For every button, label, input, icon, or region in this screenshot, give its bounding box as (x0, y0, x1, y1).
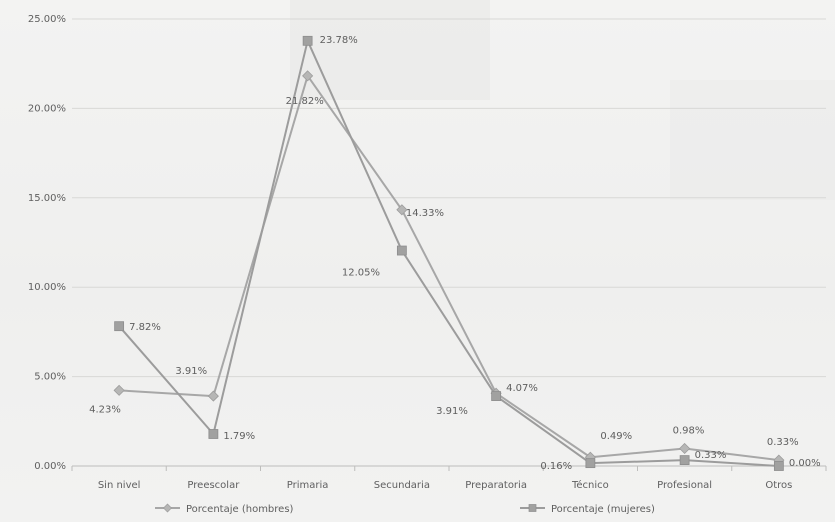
x-tick-label-6: Profesional (657, 480, 712, 491)
y-tick-label-3: 15.00% (28, 193, 66, 204)
series-line-0 (119, 74, 779, 462)
legend-label-0: Porcentaje (hombres) (186, 504, 294, 515)
background-shade-top (290, 0, 490, 100)
data-label-s1-5: 0.16% (540, 461, 572, 472)
data-label-s0-4: 4.07% (506, 383, 538, 394)
data-label-s1-7: 0.00% (789, 458, 821, 469)
marker-s1-4 (491, 391, 502, 401)
x-tick-label-0: Sin nivel (98, 480, 141, 491)
marker-s1-7 (773, 461, 784, 471)
y-tick-label-0: 0.00% (34, 461, 66, 472)
data-label-s0-3: 14.33% (406, 208, 444, 219)
y-tick-label-5: 25.00% (28, 14, 66, 25)
x-tick-label-4: Preparatoria (465, 480, 527, 491)
x-tick-label-3: Secundaria (374, 480, 430, 491)
data-label-s0-2: 21.82% (286, 96, 324, 107)
marker-s0-3 (396, 204, 408, 216)
marker-s1-6 (679, 455, 690, 465)
marker-s0-2 (302, 70, 314, 82)
y-tick-label-2: 10.00% (28, 282, 66, 293)
data-label-s0-6: 0.98% (673, 425, 705, 436)
marker-s1-2 (302, 35, 313, 46)
y-tick-label-4: 20.00% (28, 103, 66, 114)
legend-label-1: Porcentaje (mujeres) (551, 504, 655, 515)
data-label-s1-1: 1.79% (223, 431, 255, 442)
data-label-s1-4: 3.91% (436, 406, 468, 417)
legend-marker-1 (528, 504, 537, 512)
data-label-s1-0: 7.82% (129, 322, 161, 333)
series-line-1 (118, 39, 779, 467)
data-label-s0-5: 0.49% (600, 431, 632, 442)
x-tick-label-1: Preescolar (187, 480, 240, 491)
data-label-s0-1: 3.91% (175, 366, 207, 377)
x-tick-label-7: Otros (765, 480, 792, 491)
marker-s1-3 (396, 245, 407, 256)
y-tick-label-1: 5.00% (34, 372, 66, 383)
marker-s1-5 (585, 458, 596, 469)
data-label-s1-3: 12.05% (342, 268, 380, 279)
marker-s1-0 (114, 321, 125, 332)
x-tick-label-5: Técnico (571, 479, 609, 491)
data-label-s0-0: 4.23% (89, 404, 121, 415)
marker-s0-6 (679, 442, 691, 455)
data-label-s1-2: 23.78% (320, 35, 358, 46)
x-tick-label-2: Primaria (287, 480, 329, 491)
marker-s0-1 (207, 390, 219, 402)
background-shade-right (670, 80, 835, 200)
data-label-s1-6: 0.33% (695, 450, 727, 461)
marker-s0-0 (113, 384, 125, 396)
legend-marker-0 (163, 503, 172, 513)
marker-s1-1 (208, 429, 219, 439)
data-label-s0-7: 0.33% (767, 437, 799, 448)
